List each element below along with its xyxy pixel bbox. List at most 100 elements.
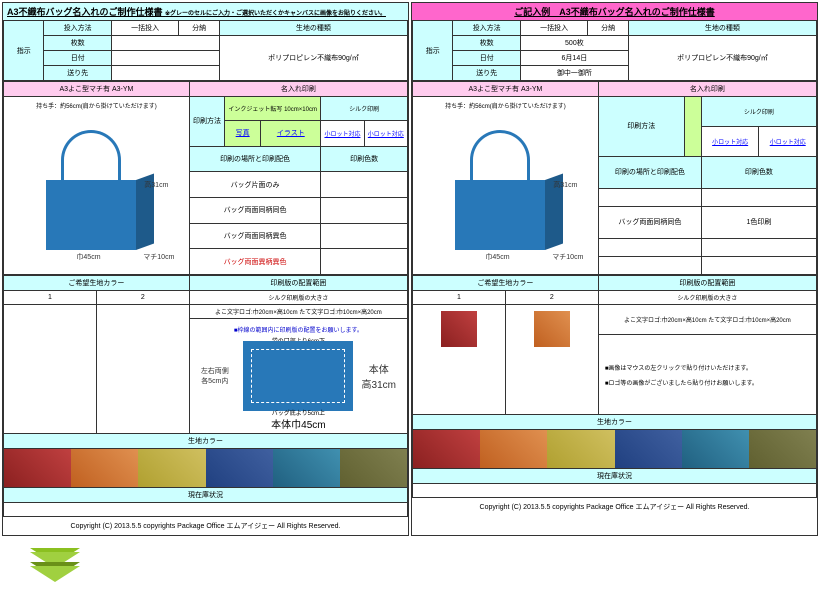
color-h: 印刷色数 [321, 146, 408, 172]
cell[interactable] [111, 51, 219, 66]
swatch-orange[interactable] [71, 449, 138, 487]
w-dim: 巾45cm [485, 252, 509, 262]
method-h: 印刷方法 [598, 97, 684, 157]
swatch-yellow[interactable] [547, 430, 614, 468]
num1: 1 [413, 291, 506, 305]
cell: 御中一御所 [520, 66, 628, 81]
bag-image: 持ち手：約56cm(肩から掛けていただけます) 高31cm 巾45cm マチ10… [413, 97, 599, 275]
pos-h: 印刷の場所と印刷配色 [189, 146, 320, 172]
num2: 2 [96, 291, 189, 305]
cell[interactable] [111, 36, 219, 51]
method-h: 印刷方法 [189, 97, 224, 147]
sample-swatch-1 [441, 311, 477, 347]
row-label: 投入方法 [44, 21, 111, 36]
print-diagram: ■枠線の範囲内に印刷版の配置をお願いします。 袋の口部より6cm下 左右両側 各… [189, 319, 407, 434]
swatch-olive[interactable] [749, 430, 816, 468]
sample-1 [413, 305, 506, 415]
product-name: A3よこ型マチ有 A3-YM [413, 82, 599, 97]
palette-h: 生地カラー [413, 415, 817, 430]
palette-h: 生地カラー [4, 434, 408, 449]
left-panel: A3不織布バッグ名入れのご制作仕様書 ※グレーのセルにご入力・ご選択いただくかキ… [2, 2, 409, 536]
body-w: 本体巾45cm [193, 416, 404, 431]
opt-row[interactable]: バッグ両面異柄異色 [189, 249, 320, 275]
cell[interactable] [321, 249, 408, 275]
color-h: 印刷色数 [701, 156, 816, 188]
note2: ■ロゴ等の画像がございましたら貼り付けお願いします。 [605, 378, 810, 387]
copyright: Copyright (C) 2013.5.5 copyrights Packag… [412, 498, 817, 516]
cell[interactable] [321, 197, 408, 223]
sample-2 [505, 305, 598, 415]
silk-size-h: シルク印刷版の大きさ [189, 291, 407, 305]
cell: 1色印刷 [701, 206, 816, 238]
swatch-olive[interactable] [340, 449, 407, 487]
silk: シルク印刷 [701, 97, 816, 127]
swatch-yellow[interactable] [138, 449, 205, 487]
cell: 分納 [588, 21, 628, 36]
swatch-slot-1[interactable] [4, 305, 97, 434]
row-label: 枚数 [453, 36, 520, 51]
d-dim: マチ10cm [143, 252, 174, 262]
num1: 1 [4, 291, 97, 305]
product-table: A3よこ型マチ有 A3-YM 名入れ印刷 持ち手：約56cm(肩から掛けていただ… [3, 81, 408, 275]
opt-row[interactable]: バッグ両面同柄同色 [189, 197, 320, 223]
subtitle: ※グレーのセルにご入力・ご選択いただくかキャンバスに画像をお貼りください。 [165, 11, 386, 17]
opt-row [598, 239, 701, 257]
opt-row [598, 188, 701, 206]
opt-row[interactable]: バッグ片面のみ [189, 172, 320, 198]
row-label: 送り先 [44, 66, 111, 81]
swatch-red[interactable] [413, 430, 480, 468]
order-table-r: 指示 投入方法 一括投入 分納 生地の種類 枚数 500枚 ポリプロピレン不織布… [412, 20, 817, 81]
remain-row [4, 503, 408, 517]
silk: シルク印刷 [321, 97, 408, 121]
row-label: 枚数 [44, 36, 111, 51]
fabric: ポリプロピレン不織布90g/㎡ [628, 36, 816, 81]
notes: ■画像はマウスの左クリックで貼り付けいただけます。 ■ロゴ等の画像がございました… [598, 335, 816, 415]
swatch-cyan[interactable] [682, 430, 749, 468]
cell[interactable] [111, 66, 219, 81]
color-section-r: ご希望生地カラー 印刷版の配置範囲 1 2 シルク印刷版の大きさ よこ文字ロゴ:… [412, 275, 817, 498]
cell: 500枚 [520, 36, 628, 51]
opt-row [598, 257, 701, 275]
copyright: Copyright (C) 2013.5.5 copyrights Packag… [3, 517, 408, 535]
opt2[interactable]: 小ロット対応 [759, 126, 817, 156]
row-label: 日付 [44, 51, 111, 66]
note1: ■画像はマウスの左クリックで貼り付けいただけます。 [605, 363, 810, 372]
fabric-color-h: ご希望生地カラー [413, 276, 599, 291]
remain-row [413, 484, 817, 498]
cell[interactable] [321, 223, 408, 249]
down-arrow-icon [30, 548, 80, 598]
order-heading: 指示 [4, 21, 44, 81]
fabric-h: 生地の種類 [219, 21, 407, 36]
illust-link[interactable]: イラスト [261, 120, 321, 146]
pos-h: 印刷版の配置範囲 [598, 276, 816, 291]
size-txt: よこ文字ロゴ:巾20cm×高10cm たて文字ロゴ:巾10cm×高20cm [189, 305, 407, 319]
swatch-orange[interactable] [480, 430, 547, 468]
cell: 一括投入 [111, 21, 178, 36]
sample-swatch-2 [534, 311, 570, 347]
cell: 一括投入 [520, 21, 587, 36]
row-label: 送り先 [453, 66, 520, 81]
print-h: 名入れ印刷 [598, 82, 816, 97]
opt-row[interactable]: バッグ両面同柄異色 [189, 223, 320, 249]
h-dim: 高31cm [553, 180, 577, 190]
d-dim: マチ10cm [552, 252, 583, 262]
right-title: ご記入例 A3不織布バッグ名入れのご制作仕様書 [412, 3, 817, 20]
swatch-cyan[interactable] [273, 449, 340, 487]
opt1[interactable]: 小ロット対応 [321, 120, 364, 146]
order-heading: 指示 [413, 21, 453, 81]
swatch-slot-2[interactable] [96, 305, 189, 434]
pos-h: 印刷の場所と印刷配色 [598, 156, 701, 188]
side-txt: 左右両側 各5cm内 [201, 366, 229, 386]
handle-txt: 持ち手：約56cm(肩から掛けていただけます) [8, 101, 185, 110]
swatch-blue[interactable] [615, 430, 682, 468]
swatch-blue[interactable] [206, 449, 273, 487]
remain-h: 現在庫状況 [413, 469, 817, 484]
cell[interactable] [321, 172, 408, 198]
opt1[interactable]: 小ロット対応 [701, 126, 759, 156]
opt2[interactable]: 小ロット対応 [364, 120, 407, 146]
swatch-red[interactable] [4, 449, 71, 487]
photo-link[interactable]: 写真 [225, 120, 261, 146]
handle-txt: 持ち手：約56cm(肩から掛けていただけます) [417, 101, 594, 110]
inkjet: インクジェット転写 10cm×10cm [225, 97, 321, 121]
fabric-h: 生地の種類 [628, 21, 816, 36]
